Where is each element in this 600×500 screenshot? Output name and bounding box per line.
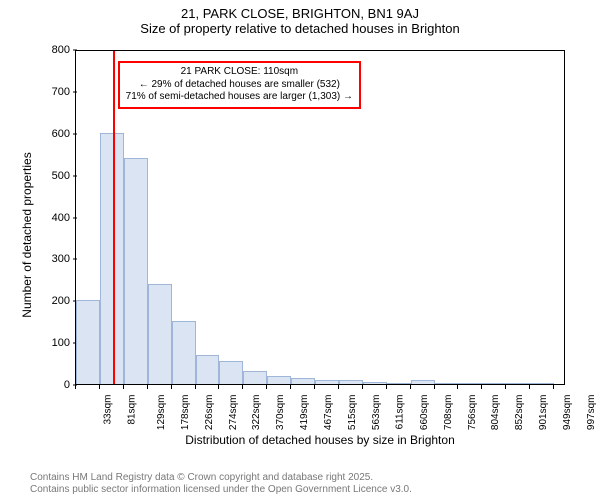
x-tick-mark <box>99 385 100 389</box>
y-tick-label: 400 <box>45 212 70 224</box>
histogram-bar <box>243 371 267 384</box>
x-tick-mark <box>147 385 148 389</box>
histogram-bar <box>482 383 506 384</box>
x-tick-mark <box>481 385 482 389</box>
x-tick-mark <box>338 385 339 389</box>
x-tick-label: 997sqm <box>586 395 597 431</box>
x-tick-label: 949sqm <box>562 395 573 431</box>
histogram-bar <box>100 133 124 384</box>
y-tick-label: 600 <box>45 128 70 140</box>
histogram-bar <box>315 380 339 384</box>
histogram-bar <box>76 300 100 384</box>
y-tick-label: 800 <box>45 44 70 56</box>
x-tick-label: 178sqm <box>180 395 191 431</box>
histogram-bar <box>506 383 530 384</box>
histogram-bar <box>339 380 363 384</box>
x-tick-mark <box>266 385 267 389</box>
x-tick-label: 226sqm <box>204 395 215 431</box>
x-tick-mark <box>410 385 411 389</box>
x-tick-mark <box>362 385 363 389</box>
annotation-line-2: ← 29% of detached houses are smaller (53… <box>126 79 353 92</box>
x-tick-mark <box>195 385 196 389</box>
x-tick-mark <box>314 385 315 389</box>
y-axis-label: Number of detached properties <box>20 152 34 317</box>
histogram-bar <box>435 383 459 384</box>
y-tick-label: 100 <box>45 337 70 349</box>
x-tick-mark <box>434 385 435 389</box>
x-tick-mark <box>553 385 554 389</box>
x-tick-label: 81sqm <box>126 395 137 425</box>
y-tick-label: 0 <box>45 379 70 391</box>
x-tick-mark <box>505 385 506 389</box>
x-tick-mark <box>171 385 172 389</box>
y-tick-label: 300 <box>45 253 70 265</box>
histogram-bar <box>291 378 315 384</box>
x-tick-label: 274sqm <box>228 395 239 431</box>
title-sub: Size of property relative to detached ho… <box>0 21 600 36</box>
x-tick-label: 563sqm <box>371 395 382 431</box>
chart-container: 21, PARK CLOSE, BRIGHTON, BN1 9AJ Size o… <box>0 0 600 500</box>
x-tick-label: 660sqm <box>419 395 430 431</box>
footer-attribution: Contains HM Land Registry data © Crown c… <box>30 472 412 496</box>
annotation-line-1: 21 PARK CLOSE: 110sqm <box>126 66 353 79</box>
x-tick-mark <box>218 385 219 389</box>
x-tick-mark <box>242 385 243 389</box>
x-tick-label: 129sqm <box>156 395 167 431</box>
x-tick-label: 708sqm <box>443 395 454 431</box>
x-tick-label: 515sqm <box>347 395 358 431</box>
y-tick-label: 200 <box>45 295 70 307</box>
x-tick-label: 901sqm <box>539 395 550 431</box>
histogram-bar <box>387 383 411 384</box>
x-tick-label: 756sqm <box>467 395 478 431</box>
histogram-bar <box>196 355 220 384</box>
x-axis: Distribution of detached houses by size … <box>75 385 565 445</box>
x-tick-label: 33sqm <box>103 395 114 425</box>
y-tick-label: 500 <box>45 170 70 182</box>
x-tick-mark <box>529 385 530 389</box>
histogram-bar <box>148 284 172 385</box>
chart-wrap: Number of detached properties 0100200300… <box>45 45 575 425</box>
x-tick-label: 611sqm <box>394 395 405 430</box>
x-tick-mark <box>457 385 458 389</box>
histogram-bar <box>458 383 482 384</box>
reference-marker-line <box>113 51 115 384</box>
x-tick-label: 467sqm <box>323 395 334 431</box>
x-axis-label: Distribution of detached houses by size … <box>75 433 565 447</box>
x-tick-label: 804sqm <box>490 395 501 431</box>
plot-area: 21 PARK CLOSE: 110sqm ← 29% of detached … <box>75 50 565 385</box>
x-tick-label: 419sqm <box>300 395 311 431</box>
histogram-bar <box>172 321 196 384</box>
footer-line-1: Contains HM Land Registry data © Crown c… <box>30 472 412 484</box>
x-tick-label: 852sqm <box>514 395 525 431</box>
x-tick-mark <box>290 385 291 389</box>
histogram-bar <box>124 158 148 384</box>
footer-line-2: Contains public sector information licen… <box>30 484 412 496</box>
y-tick-label: 700 <box>45 86 70 98</box>
x-tick-mark <box>386 385 387 389</box>
histogram-bar <box>363 382 387 384</box>
title-main: 21, PARK CLOSE, BRIGHTON, BN1 9AJ <box>0 6 600 21</box>
histogram-bar <box>530 383 554 384</box>
histogram-bar <box>411 380 435 384</box>
annotation-line-3: 71% of semi-detached houses are larger (… <box>126 91 353 104</box>
histogram-bar <box>267 376 291 384</box>
x-tick-mark <box>123 385 124 389</box>
x-tick-label: 370sqm <box>275 395 286 431</box>
histogram-bar <box>219 361 243 384</box>
annotation-box: 21 PARK CLOSE: 110sqm ← 29% of detached … <box>118 61 361 109</box>
x-tick-mark <box>75 385 76 389</box>
title-block: 21, PARK CLOSE, BRIGHTON, BN1 9AJ Size o… <box>0 0 600 36</box>
y-axis: 0100200300400500600700800 <box>45 50 73 385</box>
x-tick-label: 322sqm <box>251 395 262 431</box>
